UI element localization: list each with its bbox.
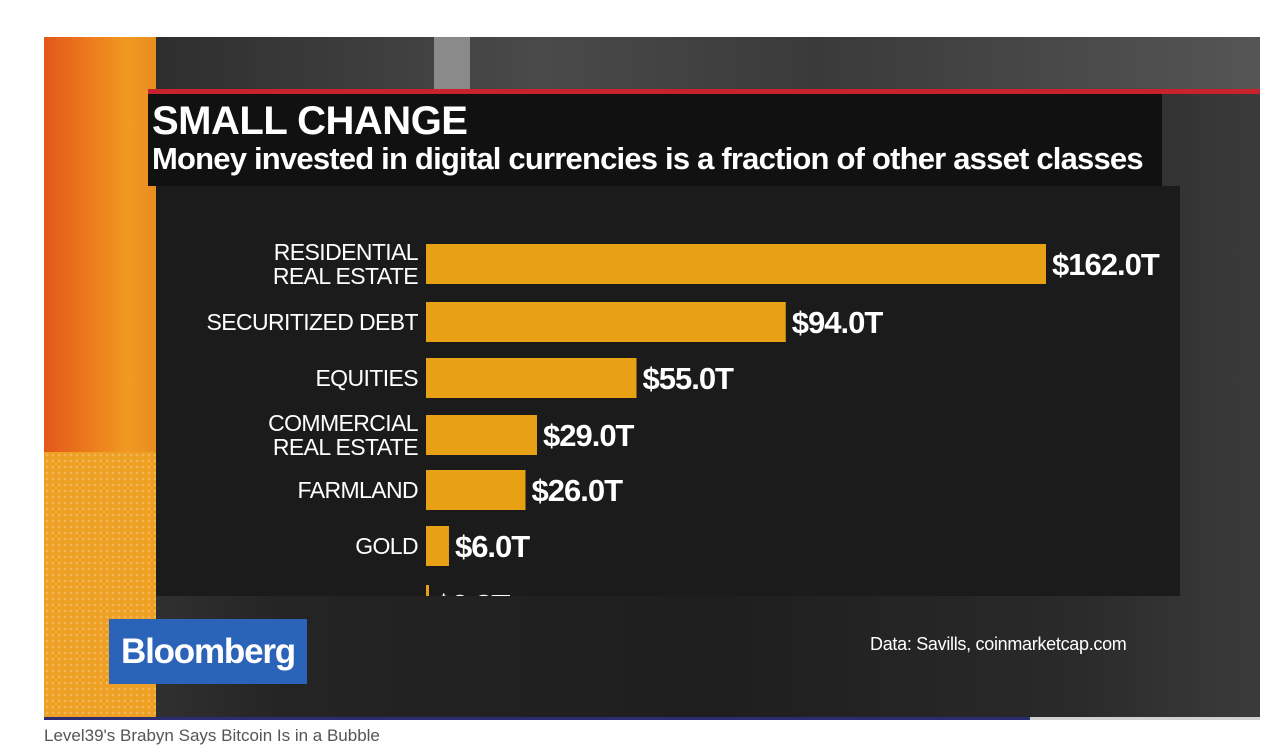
bar-0 [426,244,1046,284]
value-label-4: $26.0T [532,473,624,508]
bar-2 [426,358,637,398]
video-caption[interactable]: Level39's Brabyn Says Bitcoin Is in a Bu… [44,726,380,745]
bar-3 [426,415,537,455]
bar-1 [426,302,786,342]
chart-panel: RESIDENTIAL REAL ESTATE $162.0T SECURITIZED… [156,186,1180,596]
category-label-2: EQUITIES [315,365,418,391]
category-label-0-1: REAL ESTATE [273,263,418,289]
value-label-1: $94.0T [792,305,884,340]
value-label-6: $0.3T [435,588,510,596]
bar-5 [426,526,449,566]
bloomberg-logo: Bloomberg [109,619,307,684]
value-label-2: $55.0T [642,361,734,396]
logo-text: Bloomberg [121,631,296,671]
video-progress-bar[interactable] [44,717,1260,720]
video-progress-remaining [1030,717,1260,720]
value-label-5: $6.0T [455,529,530,564]
background-shade [156,37,1260,89]
source-note: Data: Savills, coinmarketcap.com [870,634,1127,654]
background-stripe [434,37,470,89]
value-label-3: $29.0T [543,418,635,453]
bar-4 [426,470,526,510]
chart-title: SMALL CHANGE [152,99,468,143]
category-label-5: GOLD [355,533,418,559]
category-label-1: SECURITIZED DEBT [207,309,419,335]
category-label-0-0: RESIDENTIAL [274,239,419,265]
category-label-3-0: COMMERCIAL [268,410,419,436]
bar-6 [426,585,429,596]
category-label-6: CRYPTOCURRENICES [181,592,419,596]
video-frame[interactable]: SMALL CHANGE Money invested in digital c… [44,37,1260,717]
title-red-rule [148,89,1260,94]
title-panel [148,94,1162,186]
category-label-4: FARMLAND [298,477,418,503]
category-label-3-1: REAL ESTATE [273,434,418,460]
chart-subtitle: Money invested in digital currencies is … [152,141,1144,176]
value-label-0: $162.0T [1052,247,1160,282]
